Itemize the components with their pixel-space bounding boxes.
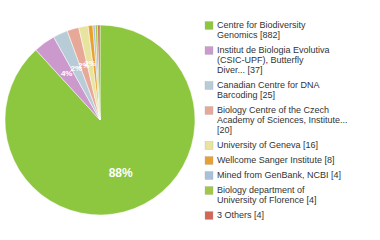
pie-slice xyxy=(95,25,100,120)
legend-swatch xyxy=(205,212,213,220)
legend-swatch xyxy=(205,187,213,195)
legend-entry: Centre for BiodiversityGenomics [882] xyxy=(217,20,306,40)
chart: 88%4%2%2%2% Centre for BiodiversityGenomi… xyxy=(0,0,380,240)
pie-slice xyxy=(5,25,195,215)
pie xyxy=(5,25,195,215)
legend-swatch xyxy=(205,157,213,165)
data-labels: 88%4%2%2%2% xyxy=(61,59,133,180)
legend-entry: Mined from GenBank, NCBI [4] xyxy=(217,170,341,180)
pie-slice xyxy=(93,25,100,120)
legend: Centre for BiodiversityGenomics [882] Ins… xyxy=(205,20,348,220)
legend-entry: Canadian Centre for DNABarcoding [25] xyxy=(217,80,320,100)
legend-entry: Biology department ofUniversity of Flore… xyxy=(217,185,317,205)
legend-entry: Institut de Biologia Evolutiva(CSIC-UPF)… xyxy=(217,45,330,75)
legend-entry: 3 Others [4] xyxy=(217,210,264,220)
pie-slice xyxy=(79,26,100,120)
data-label: 2% xyxy=(84,59,96,68)
legend-swatch xyxy=(205,172,213,180)
pie-slice xyxy=(98,25,100,120)
legend-entry: University of Geneva [16] xyxy=(217,140,318,150)
legend-swatch xyxy=(205,47,213,55)
data-label: 88% xyxy=(109,166,133,180)
legend-swatch xyxy=(205,107,213,115)
legend-entry: Wellcome Sanger Institute [8] xyxy=(217,155,334,165)
legend-entry: Biology Centre of the CzechAcademy of Sc… xyxy=(217,105,348,135)
legend-swatch xyxy=(205,82,213,90)
pie-slice xyxy=(88,25,100,120)
legend-swatch xyxy=(205,22,213,30)
legend-swatch xyxy=(205,142,213,150)
